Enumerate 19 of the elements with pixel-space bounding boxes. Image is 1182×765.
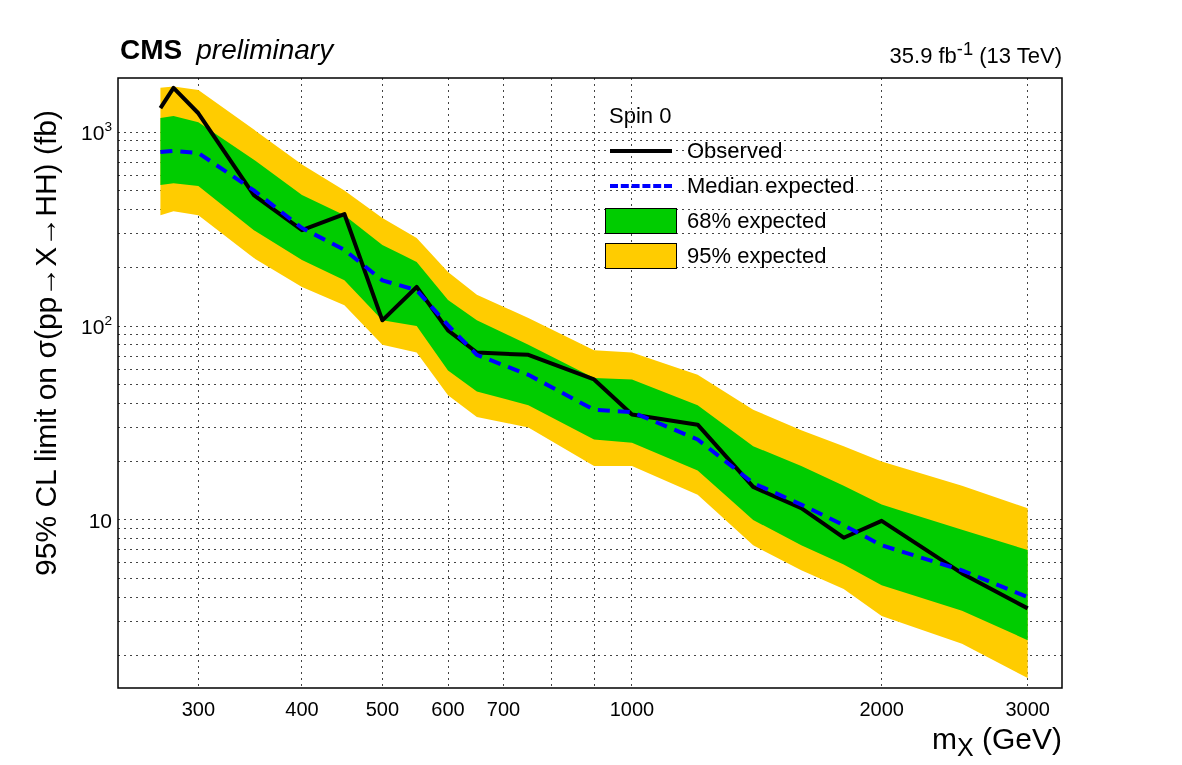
x-tick-label: 1000 (609, 698, 655, 720)
x-tick-label: 500 (365, 698, 400, 720)
legend-label: Observed (687, 137, 783, 164)
legend-label: 95% expected (687, 242, 827, 269)
chart-subtitle: preliminary (196, 34, 334, 65)
legend-label: 68% expected (687, 207, 827, 234)
x-tick-label: 400 (285, 698, 319, 720)
legend-title: Spin 0 (608, 101, 673, 130)
x-tick-label: 700 (486, 698, 521, 720)
x-tick-label: 2000 (859, 698, 904, 720)
x-tick-label: 300 (181, 698, 216, 720)
x-tick-label: 600 (431, 698, 465, 720)
chart-title: CMS (120, 34, 183, 65)
y-tick-label: 10 (88, 508, 112, 532)
legend-label: Median expected (687, 172, 855, 199)
x-tick-label: 3000 (1005, 698, 1050, 720)
text: 35.9 fb$^{-1}$ (13 TeV) (889, 38, 1062, 69)
y-axis-title: 95% CL limit on σ(pp→X→HH) (fb) (29, 110, 62, 576)
x-axis-title: m$_{X}$ (GeV) (931, 722, 1062, 761)
